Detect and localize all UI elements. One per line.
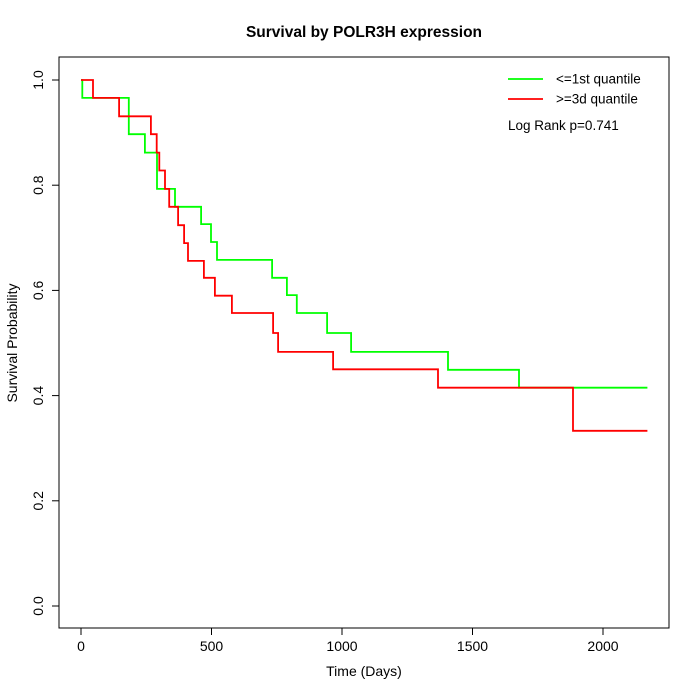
chart-title: Survival by POLR3H expression	[246, 24, 482, 41]
plot-box	[58, 56, 670, 629]
survival-curve-first-quantile	[81, 79, 648, 389]
y-axis-tick-label: 0.6	[30, 280, 46, 300]
y-axis-tick-label: 1.0	[30, 70, 46, 90]
x-axis-tick-label: 1500	[457, 638, 488, 654]
y-axis-ticks: 0.0 0.2 0.4 0.6 0.8 1.0	[30, 70, 59, 616]
x-axis-tick-label: 2000	[587, 638, 618, 654]
x-axis-tick-label: 1000	[326, 638, 357, 654]
y-axis-tick-label: 0.8	[30, 175, 46, 195]
log-rank-annotation: Log Rank p=0.741	[508, 118, 619, 133]
legend-label-first-quantile: <=1st quantile	[556, 72, 641, 87]
legend: <=1st quantile >=3d quantile Log Rank p=…	[508, 72, 641, 133]
y-axis-tick-label: 0.0	[30, 596, 46, 616]
survival-curve-third-quantile	[81, 79, 648, 432]
x-axis-ticks: 0 500 1000 1500 2000	[77, 628, 619, 654]
x-axis-tick-label: 500	[200, 638, 224, 654]
y-axis-tick-label: 0.2	[30, 491, 46, 511]
x-axis-label: Time (Days)	[326, 663, 402, 679]
legend-label-third-quantile: >=3d quantile	[556, 92, 638, 107]
y-axis-label: Survival Probability	[4, 283, 20, 402]
x-axis-tick-label: 0	[77, 638, 85, 654]
y-axis-tick-label: 0.4	[30, 386, 46, 406]
